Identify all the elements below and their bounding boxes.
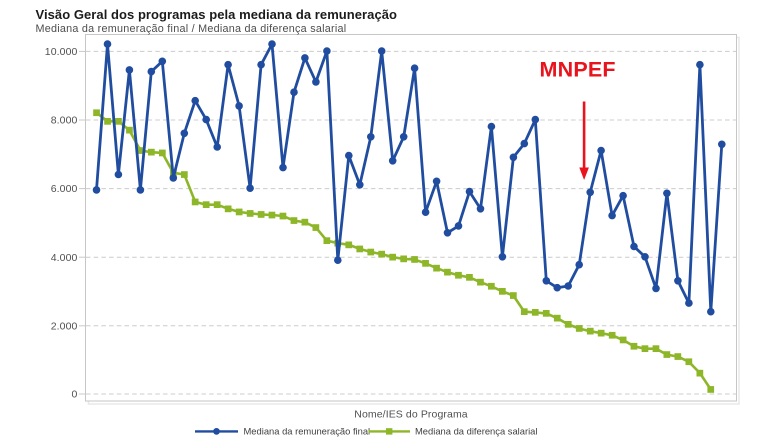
svg-text:10.000: 10.000 — [45, 46, 78, 58]
svg-text:6.000: 6.000 — [51, 183, 78, 195]
svg-text:Mediana da remuneração final /: Mediana da remuneração final / Mediana d… — [36, 23, 347, 35]
svg-text:0: 0 — [72, 389, 78, 401]
svg-text:Visão Geral dos programas pela: Visão Geral dos programas pela mediana d… — [36, 7, 398, 22]
svg-text:2.000: 2.000 — [51, 320, 78, 332]
svg-text:Mediana da remuneração final: Mediana da remuneração final — [244, 426, 371, 437]
svg-text:MNPEF: MNPEF — [540, 58, 616, 82]
svg-text:Mediana da diferença salarial: Mediana da diferença salarial — [415, 426, 537, 437]
svg-text:Nome/IES do Programa: Nome/IES do Programa — [354, 409, 468, 421]
svg-text:4.000: 4.000 — [51, 252, 78, 264]
svg-text:8.000: 8.000 — [51, 115, 78, 127]
